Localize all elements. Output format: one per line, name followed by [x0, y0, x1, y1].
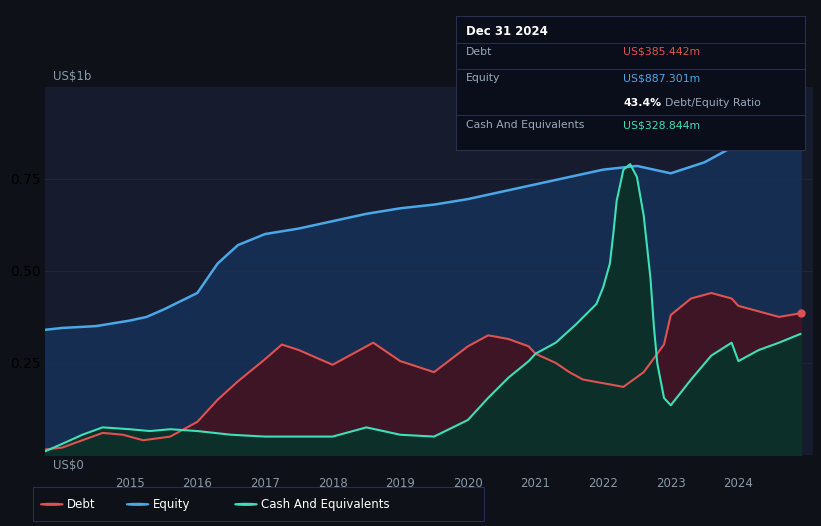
Text: US$1b: US$1b [53, 70, 91, 83]
Text: 2016: 2016 [182, 477, 213, 490]
Text: Debt: Debt [466, 47, 493, 57]
Text: Equity: Equity [153, 498, 190, 511]
Text: Debt: Debt [67, 498, 95, 511]
Circle shape [235, 503, 257, 505]
Text: 2023: 2023 [656, 477, 686, 490]
Text: Cash And Equivalents: Cash And Equivalents [466, 120, 585, 130]
Text: 2015: 2015 [115, 477, 144, 490]
Text: Debt/Equity Ratio: Debt/Equity Ratio [665, 98, 761, 108]
Text: US$328.844m: US$328.844m [623, 120, 700, 130]
Circle shape [126, 503, 149, 505]
Text: 2021: 2021 [521, 477, 550, 490]
Text: 2020: 2020 [453, 477, 483, 490]
Text: US$0: US$0 [53, 459, 84, 472]
Text: 43.4%: 43.4% [623, 98, 661, 108]
Circle shape [40, 503, 63, 505]
Text: US$887.301m: US$887.301m [623, 74, 700, 84]
Text: Dec 31 2024: Dec 31 2024 [466, 25, 548, 38]
Text: 2018: 2018 [318, 477, 347, 490]
Text: 2017: 2017 [250, 477, 280, 490]
Text: US$385.442m: US$385.442m [623, 47, 700, 57]
Text: 2019: 2019 [385, 477, 415, 490]
Text: 2024: 2024 [723, 477, 754, 490]
Text: Cash And Equivalents: Cash And Equivalents [261, 498, 389, 511]
Text: Equity: Equity [466, 74, 501, 84]
Text: 2022: 2022 [588, 477, 618, 490]
